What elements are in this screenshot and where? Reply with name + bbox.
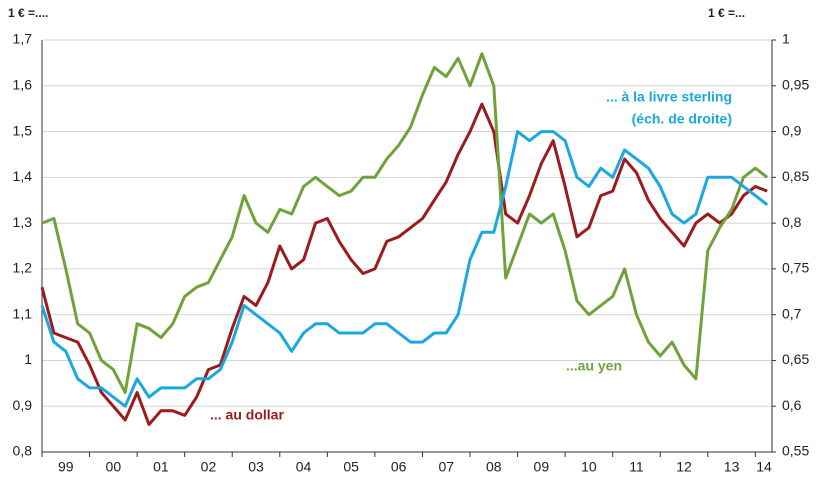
x-tick-label: 11: [629, 459, 644, 475]
series-label: ... au dollar: [210, 407, 284, 423]
y-tick-label: 1,7: [13, 31, 33, 47]
x-tick-label: 09: [534, 459, 550, 475]
x-tick-label: 06: [391, 459, 407, 475]
series-label: ... à la livre sterling: [606, 89, 732, 105]
y-tick-label: 1,5: [13, 122, 33, 138]
y2-tick-label: 0,6: [782, 397, 802, 413]
left-unit: 1 € =....: [8, 6, 48, 20]
x-tick-label: 03: [248, 459, 264, 475]
y-tick-label: 1,4: [13, 168, 33, 184]
y2-tick-label: 1: [782, 31, 790, 47]
x-tick-label: 04: [296, 459, 312, 475]
y2-tick-label: 0,95: [782, 76, 809, 92]
y2-tick-label: 0,7: [782, 305, 802, 321]
x-tick-label: 02: [201, 459, 217, 475]
x-tick-label: 07: [438, 459, 454, 475]
y2-tick-label: 0,8: [782, 214, 802, 230]
right-unit: 1 € =...: [708, 6, 745, 20]
y2-tick-label: 0,55: [782, 443, 809, 459]
series-line: [40, 102, 768, 426]
y2-tick-label: 0,65: [782, 351, 809, 367]
x-tick-label: 14: [756, 459, 772, 475]
x-tick-label: 12: [676, 459, 692, 475]
series-note: (éch. de droite): [632, 111, 732, 127]
y-tick-label: 1: [24, 351, 32, 367]
y2-tick-label: 0,75: [782, 260, 809, 276]
y-tick-label: 0,8: [13, 443, 33, 459]
series-label: ...au yen: [566, 358, 622, 374]
x-tick-label: 10: [581, 459, 597, 475]
x-tick-label: 05: [343, 459, 359, 475]
series-line: [41, 52, 769, 394]
y-tick-label: 1,6: [13, 76, 33, 92]
y-tick-label: 1,2: [13, 260, 33, 276]
y-tick-label: 1,3: [13, 214, 33, 230]
y-tick-label: 0,9: [13, 397, 33, 413]
series-line: [40, 130, 769, 408]
y2-tick-label: 0,9: [782, 122, 802, 138]
x-tick-label: 08: [486, 459, 502, 475]
x-tick-label: 01: [153, 459, 169, 475]
y2-tick-label: 0,85: [782, 168, 809, 184]
y-tick-label: 1,1: [13, 305, 33, 321]
x-tick-label: 00: [106, 459, 122, 475]
x-tick-label: 13: [724, 459, 740, 475]
x-tick-label: 99: [58, 459, 74, 475]
